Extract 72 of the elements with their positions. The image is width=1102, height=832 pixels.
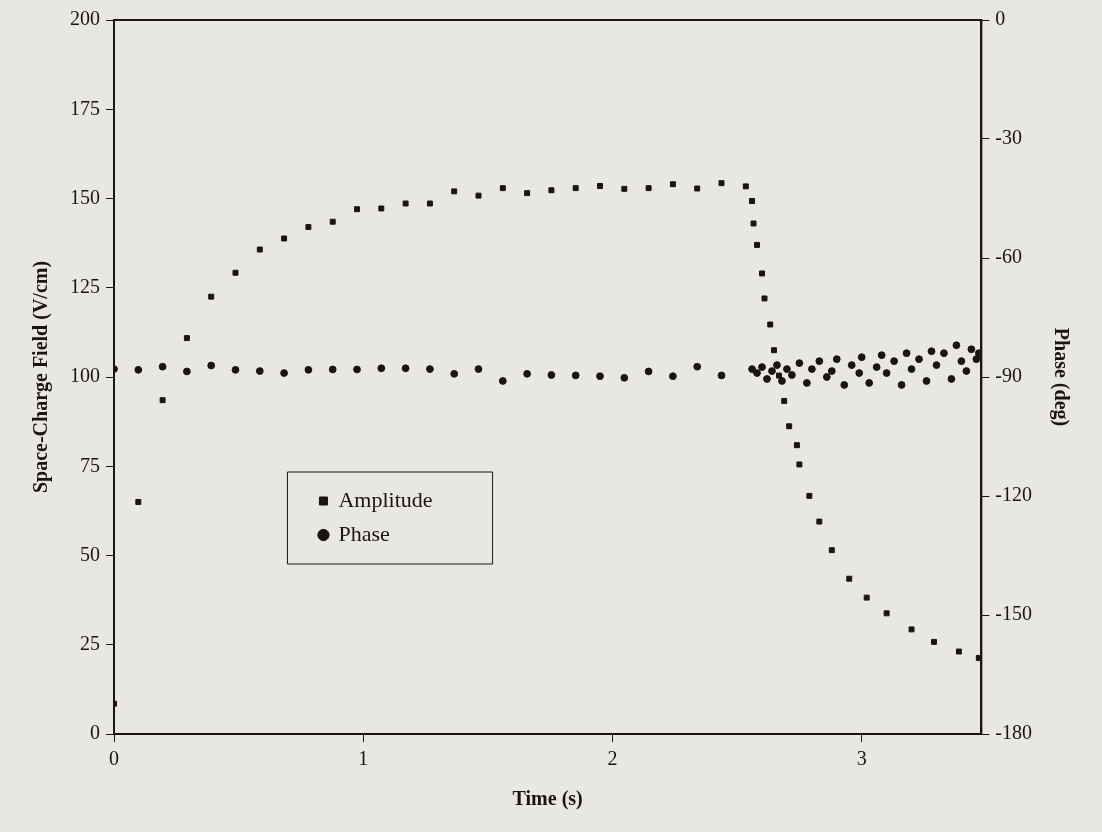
- point: [883, 610, 890, 617]
- point: [669, 181, 676, 188]
- point: [908, 626, 915, 633]
- point: [159, 397, 166, 404]
- point: [786, 423, 793, 430]
- point: [742, 183, 749, 190]
- point: [402, 200, 409, 207]
- point: [354, 206, 360, 213]
- point: [816, 518, 823, 525]
- point: [208, 293, 215, 300]
- x-axis-title: Time (s): [512, 787, 583, 811]
- point: [451, 188, 458, 195]
- point: [281, 235, 288, 242]
- point: [749, 198, 756, 204]
- y2-tick-label: -60: [995, 245, 1023, 268]
- point: [863, 594, 870, 601]
- point: [828, 547, 835, 554]
- point: [793, 442, 800, 449]
- x-tick-label: 3: [856, 747, 867, 770]
- point: [232, 269, 239, 276]
- point: [781, 397, 788, 404]
- point: [846, 575, 853, 582]
- point: [572, 185, 579, 192]
- point: [426, 200, 433, 207]
- y2-tick-label: -30: [995, 126, 1023, 149]
- point: [775, 372, 782, 379]
- point: [694, 185, 701, 192]
- point: [806, 492, 813, 499]
- y-tick-label: 25: [80, 632, 100, 654]
- point: [761, 295, 768, 302]
- legend-label: Phase: [338, 520, 390, 546]
- point: [931, 638, 937, 645]
- point: [183, 335, 190, 342]
- point: [718, 180, 725, 187]
- y2-tick-label: -150: [995, 602, 1033, 625]
- y-tick-label: 75: [80, 453, 100, 476]
- x-tick-label: 0: [109, 747, 119, 770]
- point: [750, 220, 757, 227]
- y-tick-label: 175: [70, 96, 100, 119]
- point: [759, 270, 765, 277]
- point: [135, 498, 142, 505]
- y-tick-label: 50: [80, 542, 100, 565]
- legend-label: Amplitude: [338, 486, 433, 512]
- point: [475, 192, 482, 199]
- y-tick-label: 100: [70, 364, 100, 387]
- point: [329, 218, 336, 225]
- point: [524, 190, 531, 197]
- point: [548, 187, 555, 194]
- point: [754, 241, 760, 248]
- point: [597, 183, 603, 189]
- point: [621, 185, 628, 192]
- point: [256, 246, 263, 253]
- y2-tick-label: -120: [995, 483, 1033, 506]
- y-tick-label: 125: [70, 275, 100, 297]
- x-tick-label: 1: [358, 747, 369, 770]
- y-axis-title: Space-Charge Field (V/cm): [29, 260, 53, 494]
- point: [771, 347, 777, 354]
- point: [955, 648, 962, 655]
- point: [645, 185, 652, 192]
- y2-tick-label: -90: [995, 364, 1023, 387]
- y2-tick-label: 0: [995, 7, 1006, 30]
- y2-axis-title: Phase (deg): [1049, 327, 1073, 427]
- point: [796, 461, 803, 468]
- y-tick-label: 0: [90, 721, 100, 744]
- x-tick-label: 2: [607, 747, 618, 770]
- point: [499, 185, 506, 192]
- y2-tick-label: -180: [995, 721, 1033, 744]
- y-tick-label: 150: [70, 185, 100, 208]
- point: [378, 205, 385, 212]
- point: [767, 321, 774, 328]
- point: [305, 224, 312, 231]
- y-tick-label: 200: [70, 7, 100, 30]
